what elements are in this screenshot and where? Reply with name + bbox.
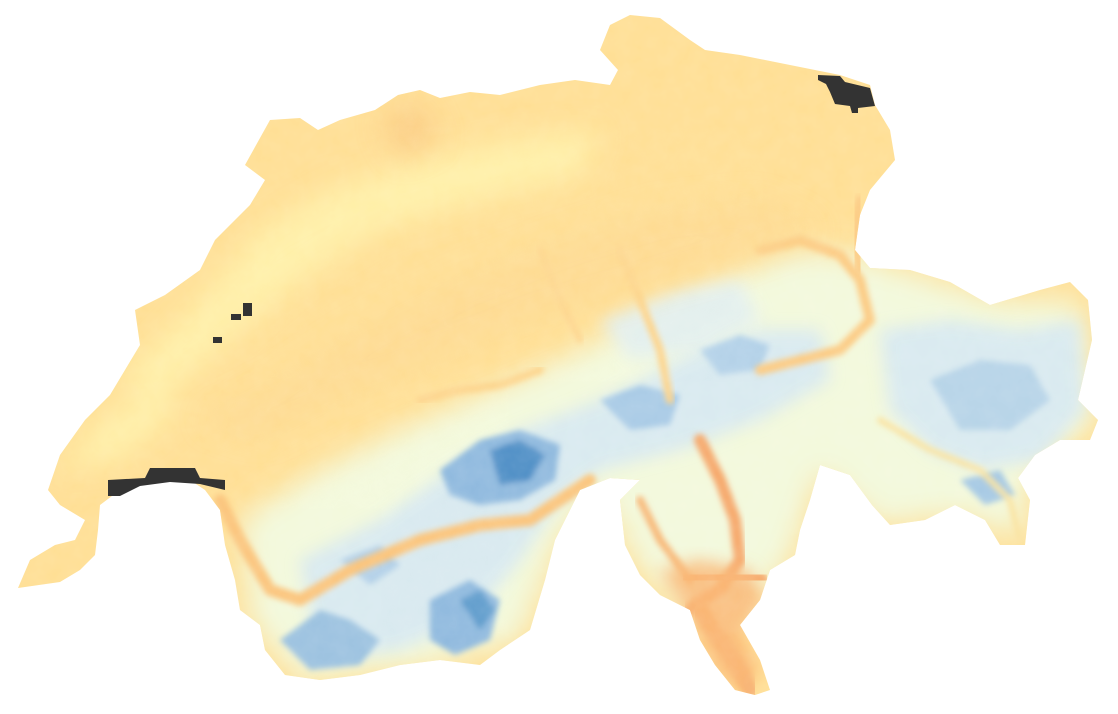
lake-constance [818, 75, 875, 113]
nodata-lakes [108, 75, 875, 496]
jura-lake-1 [243, 303, 252, 316]
lake-geneva [108, 468, 225, 496]
jura-lake-2 [231, 314, 241, 320]
jura-lake-3 [213, 337, 222, 343]
